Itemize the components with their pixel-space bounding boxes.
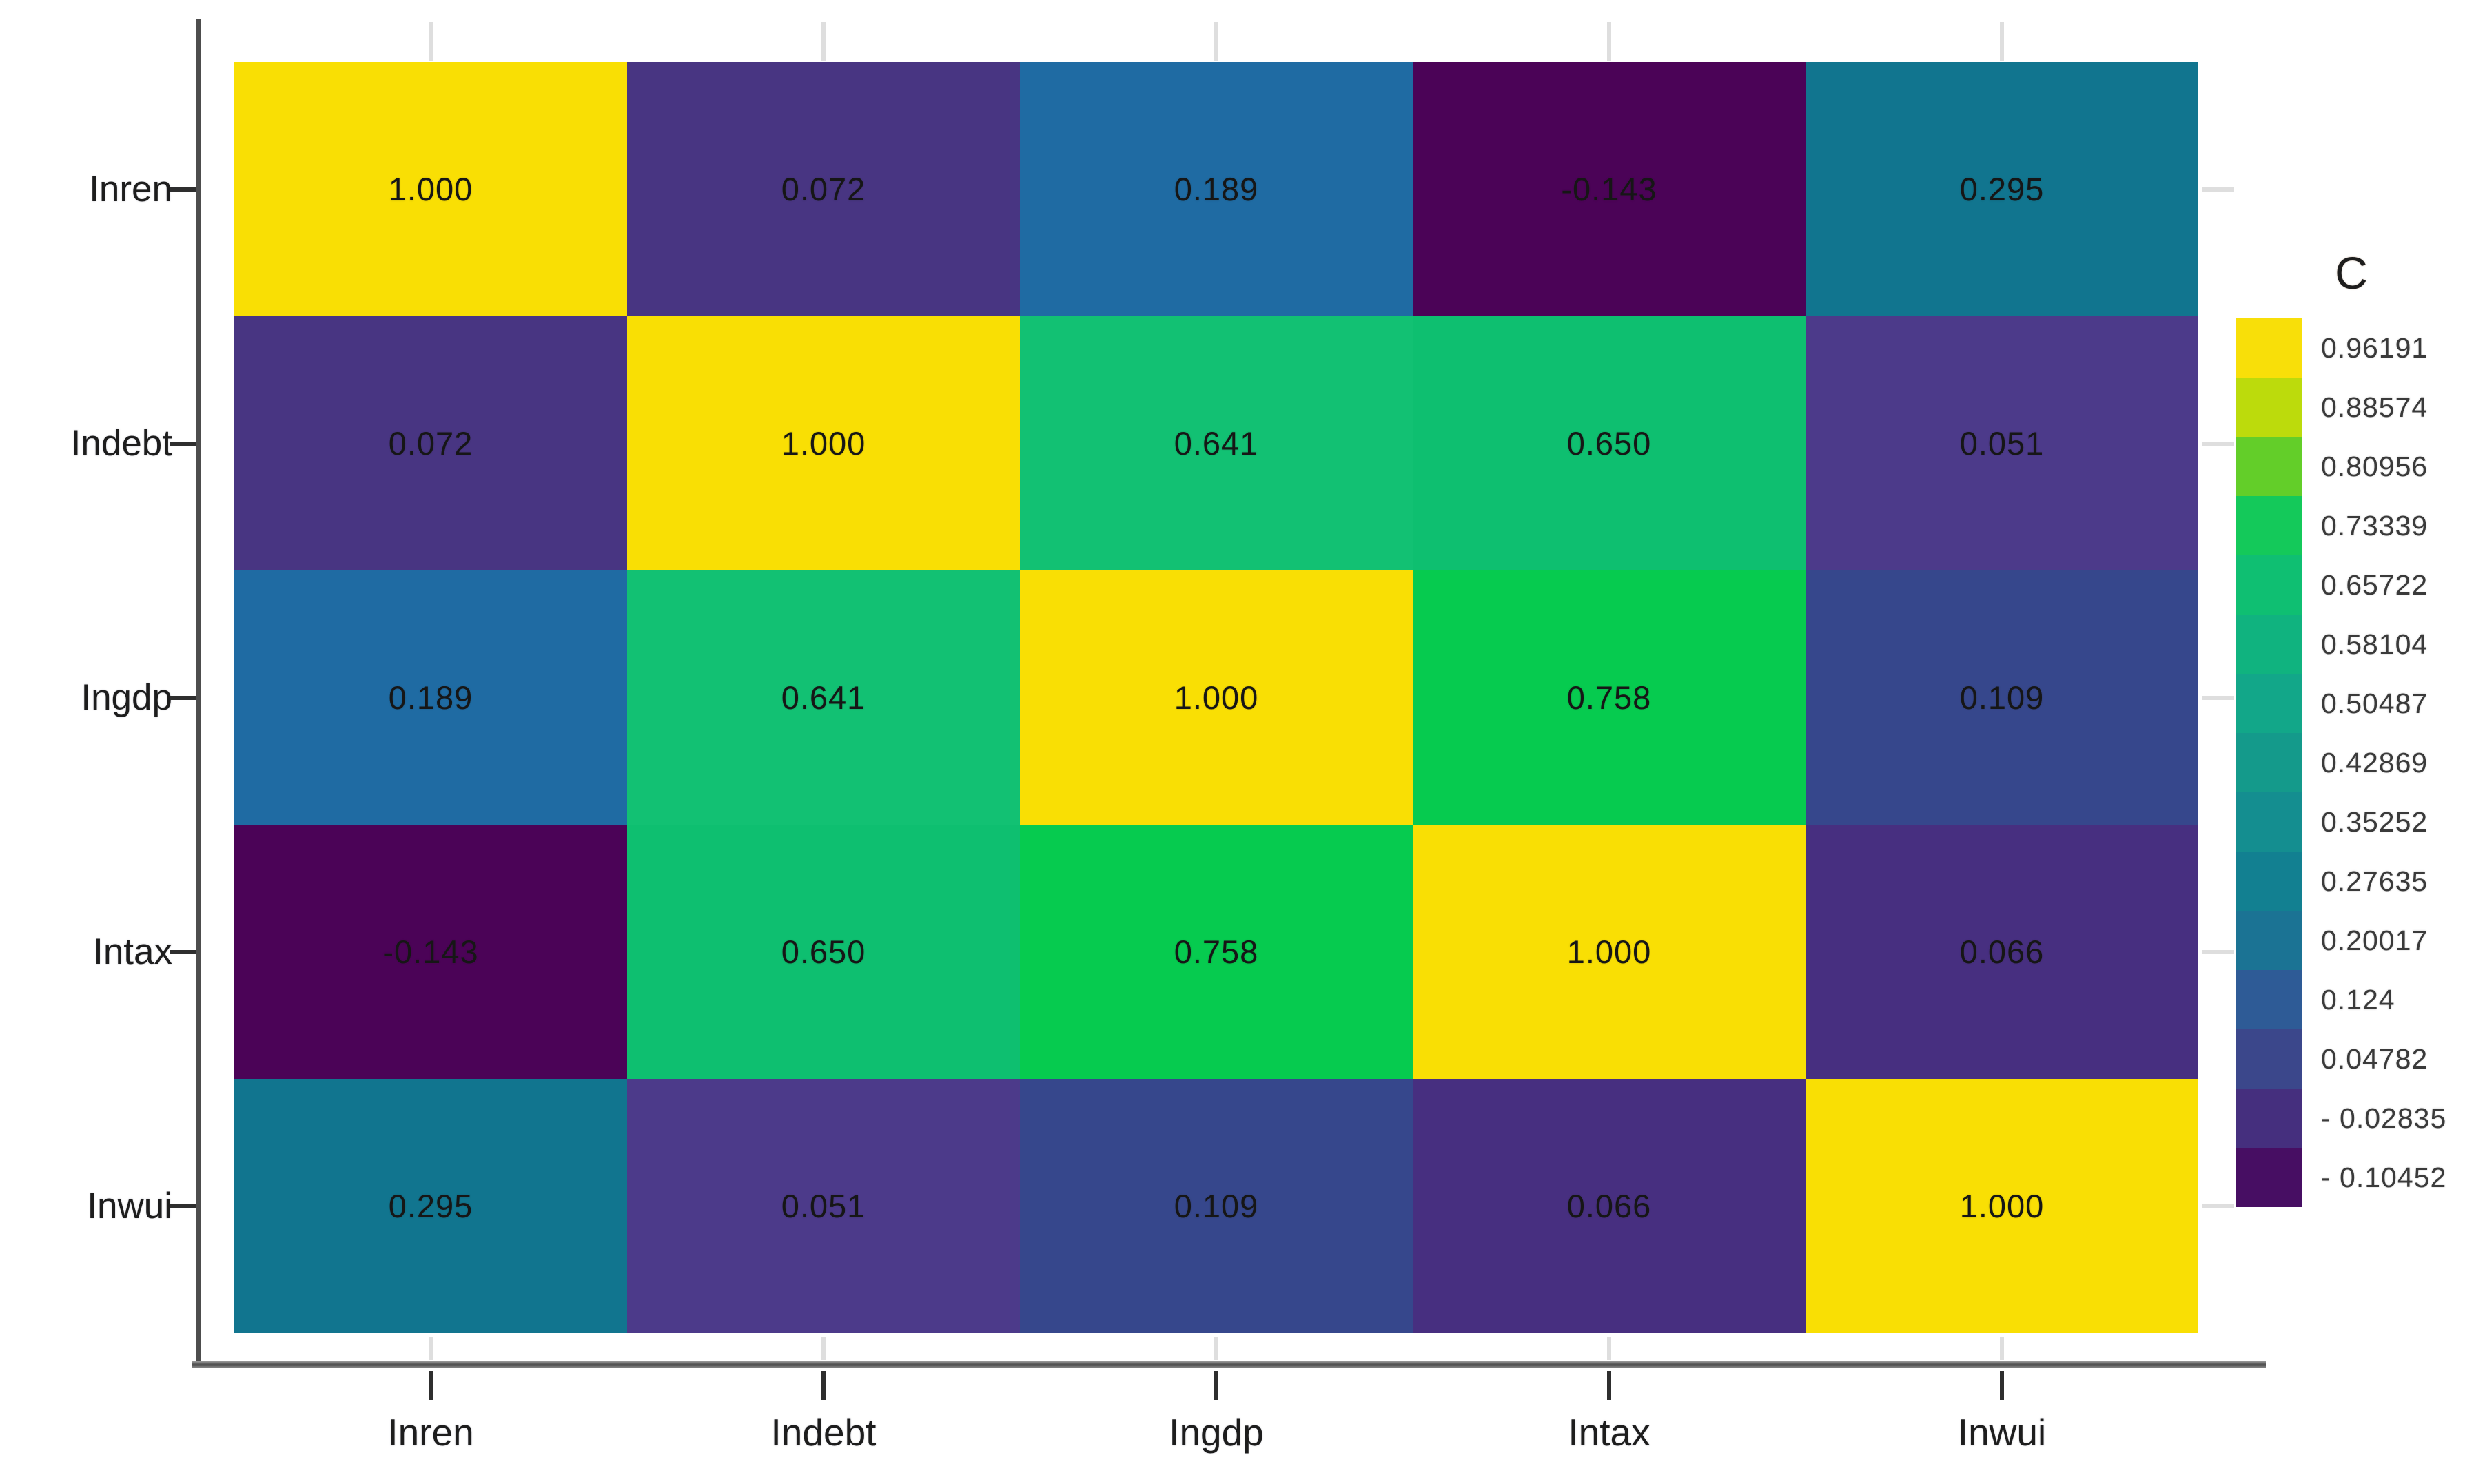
legend-label: 0.42869 bbox=[2321, 746, 2428, 779]
heatmap-cell: 1.000 bbox=[234, 62, 627, 316]
legend-swatch bbox=[2236, 674, 2302, 733]
x-axis-minor-tick-bottom bbox=[1607, 1337, 1611, 1360]
heatmap-cell: 0.072 bbox=[234, 316, 627, 570]
y-axis-minor-tick bbox=[2202, 441, 2234, 446]
x-axis-label: Ingdp bbox=[1169, 1411, 1264, 1454]
x-axis-minor-tick-bottom bbox=[821, 1337, 826, 1360]
legend-swatch bbox=[2236, 970, 2302, 1029]
legend-swatch bbox=[2236, 615, 2302, 674]
x-axis-minor-tick-top bbox=[821, 22, 826, 61]
legend-swatch bbox=[2236, 318, 2302, 378]
x-axis-label: Inren bbox=[387, 1411, 474, 1454]
legend-swatch bbox=[2236, 792, 2302, 852]
heatmap-cell: 0.066 bbox=[1806, 825, 2198, 1079]
heatmap-cell: 0.072 bbox=[627, 62, 1020, 316]
x-axis-label: Intax bbox=[1568, 1411, 1650, 1454]
heatmap-cell: 0.641 bbox=[1020, 316, 1413, 570]
legend-label: 0.80956 bbox=[2321, 450, 2428, 482]
y-axis-tick bbox=[170, 949, 196, 954]
x-axis-tick bbox=[1607, 1371, 1611, 1400]
legend-title: C bbox=[2335, 247, 2368, 298]
legend-label: 0.27635 bbox=[2321, 865, 2428, 897]
x-axis-tick bbox=[821, 1371, 826, 1400]
y-axis-minor-tick bbox=[2202, 187, 2234, 192]
legend-color-bar bbox=[2236, 318, 2302, 1207]
legend-label: 0.35252 bbox=[2321, 805, 2428, 838]
heatmap-cell: 0.109 bbox=[1020, 1079, 1413, 1333]
y-axis-tick bbox=[170, 1204, 196, 1208]
heatmap-cell: 0.189 bbox=[234, 570, 627, 825]
legend-label: 0.65722 bbox=[2321, 568, 2428, 601]
y-axis-minor-tick bbox=[2202, 1204, 2234, 1208]
y-axis-tick bbox=[170, 187, 196, 192]
heatmap-cell: 0.295 bbox=[234, 1079, 627, 1333]
y-axis-tick bbox=[170, 695, 196, 700]
legend-swatch bbox=[2236, 911, 2302, 970]
heatmap-cell: 1.000 bbox=[1020, 570, 1413, 825]
legend-swatch bbox=[2236, 496, 2302, 555]
legend-swatch bbox=[2236, 852, 2302, 911]
y-axis-label: Intax bbox=[93, 931, 172, 972]
heatmap-cell: 0.051 bbox=[627, 1079, 1020, 1333]
y-axis-line bbox=[196, 19, 201, 1368]
y-axis-label: Inwui bbox=[87, 1185, 172, 1226]
heatmap-cell: 0.650 bbox=[1413, 316, 1806, 570]
heatmap-cell: 0.641 bbox=[627, 570, 1020, 825]
legend-label: 0.96191 bbox=[2321, 331, 2428, 364]
heatmap-cell: 1.000 bbox=[627, 316, 1020, 570]
y-axis-minor-tick bbox=[2202, 949, 2234, 954]
legend-label: 0.20017 bbox=[2321, 924, 2428, 956]
heatmap-cell: 0.051 bbox=[1806, 316, 2198, 570]
legend-swatch bbox=[2236, 378, 2302, 437]
x-axis-tick bbox=[1214, 1371, 1218, 1400]
legend-label: 0.50487 bbox=[2321, 687, 2428, 719]
legend-swatch bbox=[2236, 1148, 2302, 1207]
y-axis-minor-tick bbox=[2202, 695, 2234, 700]
heatmap-cell: 1.000 bbox=[1413, 825, 1806, 1079]
y-axis-label: Indebt bbox=[70, 422, 172, 464]
x-axis-tick bbox=[2000, 1371, 2004, 1400]
heatmap-cell: 0.109 bbox=[1806, 570, 2198, 825]
heatmap-cell: 0.650 bbox=[627, 825, 1020, 1079]
x-axis-minor-tick-top bbox=[429, 22, 433, 61]
heatmap-cell: 0.295 bbox=[1806, 62, 2198, 316]
heatmap-cell: 0.758 bbox=[1020, 825, 1413, 1079]
x-axis-minor-tick-top bbox=[1214, 22, 1218, 61]
legend-label: 0.58104 bbox=[2321, 628, 2428, 660]
x-axis-minor-tick-bottom bbox=[2000, 1337, 2004, 1360]
x-axis-label: Indebt bbox=[770, 1411, 877, 1454]
heatmap-cell: 0.758 bbox=[1413, 570, 1806, 825]
legend-label: 0.73339 bbox=[2321, 509, 2428, 542]
x-axis-minor-tick-top bbox=[1607, 22, 1611, 61]
y-axis-label: Ingdp bbox=[81, 677, 172, 718]
heatmap-cell: 1.000 bbox=[1806, 1079, 2198, 1333]
legend-label: 0.88574 bbox=[2321, 391, 2428, 423]
x-axis-tick bbox=[429, 1371, 433, 1400]
legend-swatch bbox=[2236, 733, 2302, 792]
x-axis-label: Inwui bbox=[1957, 1411, 2047, 1454]
heatmap-cell: 0.189 bbox=[1020, 62, 1413, 316]
heatmap-cell: -0.143 bbox=[1413, 62, 1806, 316]
x-axis-minor-tick-bottom bbox=[1214, 1337, 1218, 1360]
x-axis-line bbox=[192, 1361, 2266, 1368]
legend-label: - 0.10452 bbox=[2321, 1161, 2447, 1193]
legend-swatch bbox=[2236, 555, 2302, 615]
heatmap-cell: -0.143 bbox=[234, 825, 627, 1079]
x-axis-minor-tick-bottom bbox=[429, 1337, 433, 1360]
legend-swatch bbox=[2236, 1029, 2302, 1089]
legend-swatch bbox=[2236, 1089, 2302, 1148]
x-axis-minor-tick-top bbox=[2000, 22, 2004, 61]
y-axis-tick bbox=[170, 441, 196, 446]
legend-label: - 0.02835 bbox=[2321, 1102, 2447, 1134]
legend-label: 0.124 bbox=[2321, 983, 2395, 1016]
legend-label: 0.04782 bbox=[2321, 1042, 2428, 1075]
legend-swatch bbox=[2236, 437, 2302, 496]
y-axis-label: Inren bbox=[89, 168, 172, 209]
heatmap-cell: 0.066 bbox=[1413, 1079, 1806, 1333]
